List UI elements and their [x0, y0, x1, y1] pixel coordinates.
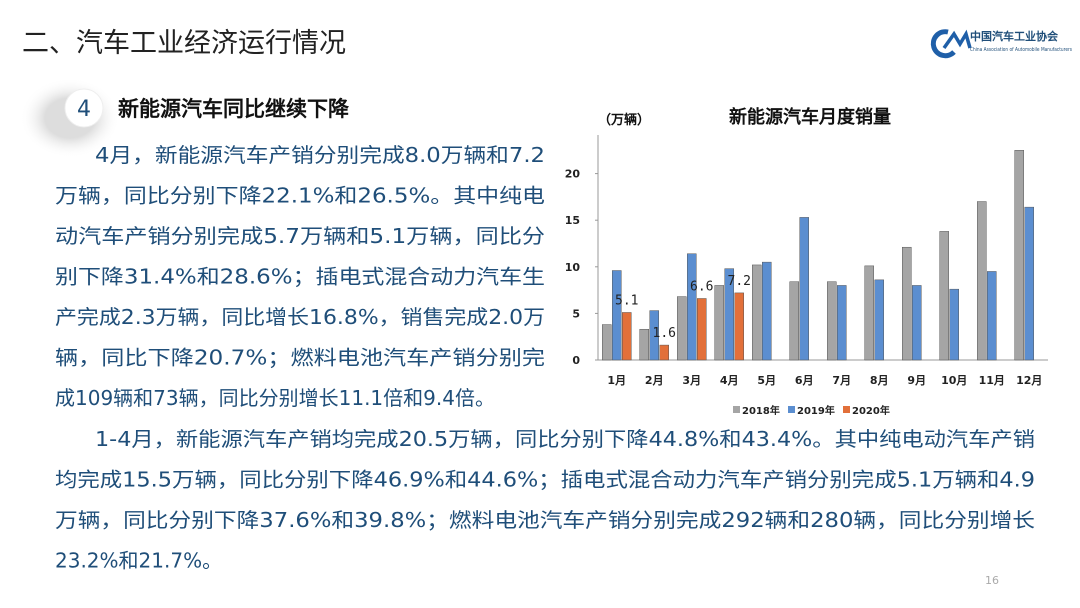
- bar: [1024, 206, 1034, 361]
- bar: [752, 264, 762, 361]
- section-heading: 新能源汽车同比继续下降: [118, 97, 350, 121]
- logo-mark: [942, 29, 972, 50]
- bar: [697, 298, 707, 361]
- slide-title: 二、汽车工业经济运行情况: [22, 28, 346, 59]
- bar: [687, 253, 697, 361]
- bar: [874, 279, 884, 361]
- y-tick-label: 15: [565, 214, 580, 227]
- bar: [837, 285, 847, 361]
- page-number: 16: [985, 574, 999, 587]
- x-tick-label: 8月: [870, 374, 889, 387]
- paragraph-line: 辆，同比下降20.7%；燃料电池汽车产销分别完: [55, 346, 545, 370]
- x-tick-label: 11月: [979, 374, 1005, 387]
- bar: [827, 281, 837, 361]
- data-label: 5.1: [615, 293, 638, 308]
- bar: [939, 231, 949, 361]
- x-tick-label: 7月: [832, 374, 851, 387]
- x-tick-label: 10月: [941, 374, 967, 387]
- paragraph-line: 1-4月，新能源汽车产销均完成20.5万辆，同比分别下降44.8%和43.4%。…: [95, 427, 1035, 451]
- y-tick-label: 0: [572, 354, 580, 367]
- bar: [612, 270, 622, 361]
- bar: [864, 265, 874, 361]
- x-tick-label: 3月: [682, 374, 701, 387]
- bar: [902, 246, 912, 361]
- paragraph-line: 均完成15.5万辆，同比分别下降46.9%和44.6%；插电式混合动力汽车产销分…: [55, 468, 1035, 492]
- y-tick-label: 5: [572, 307, 580, 320]
- data-label: 6.6: [690, 279, 713, 294]
- x-tick-label: 4月: [720, 374, 739, 387]
- legend-swatch: [843, 406, 850, 413]
- bar: [677, 296, 687, 361]
- bar: [762, 261, 772, 361]
- x-tick-label: 9月: [907, 374, 926, 387]
- x-tick-label: 12月: [1016, 374, 1042, 387]
- legend-label: 2019年: [797, 404, 835, 417]
- bar: [639, 328, 649, 361]
- data-label: 1.6: [653, 326, 676, 341]
- paragraph-line: 成109辆和73辆，同比分别增长11.1倍和9.4倍。: [55, 386, 495, 410]
- bar: [949, 288, 959, 361]
- section-number: 4: [77, 97, 91, 122]
- bar: [734, 292, 744, 361]
- data-label: 7.2: [728, 274, 751, 289]
- paragraph-line: 万辆，同比分别下降22.1%和26.5%。其中纯电: [55, 184, 545, 208]
- logo-subtext: China Association of Automobile Manufact…: [970, 47, 1072, 53]
- paragraph-line: 别下降31.4%和28.6%；插电式混合动力汽车生: [55, 265, 545, 289]
- bar: [622, 312, 632, 361]
- bar: [659, 344, 669, 361]
- bar: [649, 310, 659, 361]
- legend-label: 2020年: [852, 404, 890, 417]
- bar: [977, 201, 987, 361]
- y-tick-label: 20: [565, 168, 581, 181]
- logo-text: 中国汽车工业协会: [970, 29, 1059, 43]
- legend-swatch: [733, 406, 740, 413]
- bar: [987, 271, 997, 361]
- bar: [714, 285, 724, 361]
- paragraph-line: 4月，新能源汽车产销分别完成8.0万辆和7.2: [95, 143, 545, 167]
- x-tick-label: 6月: [795, 374, 814, 387]
- bar: [724, 268, 734, 361]
- bar: [912, 285, 922, 361]
- number-badge: [64, 88, 104, 128]
- chart-title: 新能源汽车月度销量: [729, 106, 891, 128]
- bar: [789, 281, 799, 361]
- bar: [1014, 150, 1024, 361]
- paragraph-line: 产完成2.3万辆，同比增长16.8%，销售完成2.0万: [55, 305, 545, 329]
- y-tick-label: 10: [565, 261, 581, 274]
- x-tick-label: 2月: [645, 374, 664, 387]
- legend-swatch: [788, 406, 795, 413]
- paragraph-line: 23.2%和21.7%。: [55, 549, 222, 573]
- paragraph-line: 万辆，同比分别下降37.6%和39.8%；燃料电池汽车产销分别完成292辆和28…: [55, 508, 1035, 532]
- x-tick-label: 5月: [757, 374, 776, 387]
- logo: 中国汽车工业协会 China Association of Automobile…: [930, 29, 1072, 59]
- x-tick-label: 1月: [607, 374, 626, 387]
- legend-label: 2018年: [742, 404, 780, 417]
- bar: [799, 217, 809, 361]
- logo-mark: [930, 29, 956, 59]
- paragraph-line: 动汽车产销分别完成5.7万辆和5.1万辆，同比分: [55, 224, 545, 248]
- y-unit: （万辆）: [598, 112, 650, 128]
- bar: [602, 324, 612, 361]
